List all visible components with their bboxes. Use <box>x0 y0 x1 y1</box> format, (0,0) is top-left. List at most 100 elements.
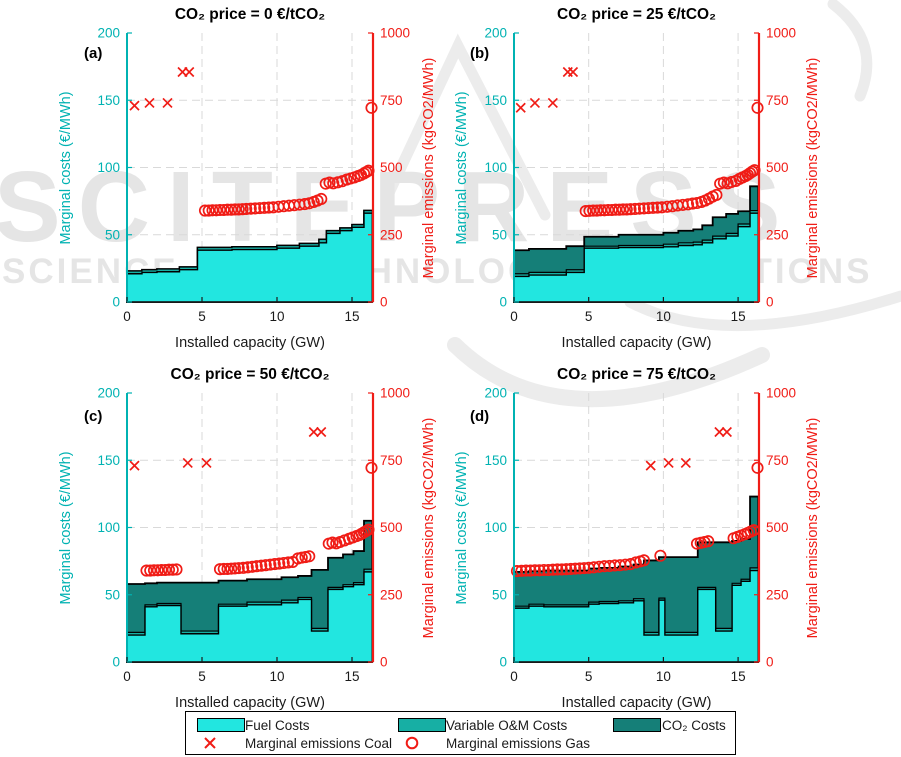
right-y-tick-label: 250 <box>380 587 403 602</box>
stacked-cost-areas <box>513 495 760 663</box>
left-y-axis-label: Marginal costs (€/MWh) <box>454 451 470 604</box>
background-swoosh <box>827 0 873 102</box>
left-y-tick-label: 100 <box>97 160 120 175</box>
left-y-tick-label: 50 <box>105 587 120 602</box>
x-tick-label: 5 <box>585 669 593 684</box>
x-axis-label: Installed capacity (GW) <box>562 695 712 711</box>
co2-costs-swatch <box>613 718 661 732</box>
right-y-tick-label: 250 <box>766 227 789 242</box>
x-tick-label: 10 <box>269 309 284 324</box>
coal-marker-icon <box>202 735 218 751</box>
legend-label-gas: Marginal emissions Gas <box>446 735 591 751</box>
left-y-tick-label: 100 <box>484 520 507 535</box>
panel-label: (a) <box>84 45 102 62</box>
gas-emission-markers <box>140 461 378 577</box>
right-y-tick-label: 500 <box>380 520 403 535</box>
left-y-tick-label: 50 <box>492 587 507 602</box>
right-y-axis-label: Marginal emissions (kgCO2/MWh) <box>421 418 437 639</box>
gas-emission-markers <box>510 461 764 578</box>
right-y-tick-label: 750 <box>380 453 403 468</box>
right-y-tick-label: 0 <box>380 655 388 670</box>
x-axis-label: Installed capacity (GW) <box>562 335 712 351</box>
left-y-tick-label: 50 <box>105 227 120 242</box>
left-y-tick-label: 150 <box>484 93 507 108</box>
panel-label: (b) <box>470 45 489 62</box>
right-y-axis-label: Marginal emissions (kgCO2/MWh) <box>805 58 821 279</box>
right-y-axis-label: Marginal emissions (kgCO2/MWh) <box>421 58 437 279</box>
right-y-tick-label: 500 <box>766 520 789 535</box>
background-swoosh <box>624 290 901 332</box>
left-y-tick-label: 150 <box>97 93 120 108</box>
left-y-tick-label: 200 <box>484 386 507 401</box>
left-y-tick-label: 200 <box>484 26 507 41</box>
panel-label: (d) <box>470 408 489 425</box>
background-swoosh <box>382 33 551 221</box>
legend-box: Fuel Costs Variable O&M Costs CO₂ Costs … <box>185 711 736 755</box>
left-y-tick-label: 0 <box>112 655 120 670</box>
x-axis-label: Installed capacity (GW) <box>175 695 325 711</box>
fuel-costs-area <box>126 212 373 303</box>
left-y-tick-label: 100 <box>484 160 507 175</box>
right-y-tick-label: 0 <box>380 295 388 310</box>
x-tick-label: 15 <box>344 309 359 324</box>
x-tick-label: 15 <box>731 669 746 684</box>
right-y-tick-label: 250 <box>766 587 789 602</box>
left-y-tick-label: 0 <box>499 295 507 310</box>
right-y-tick-label: 500 <box>766 160 789 175</box>
subplot-title: CO₂ price = 75 €/tCO₂ <box>557 366 716 383</box>
left-y-tick-label: 0 <box>112 295 120 310</box>
x-tick-label: 10 <box>656 669 671 684</box>
right-y-tick-label: 0 <box>766 295 774 310</box>
left-y-axis-label: Marginal costs (€/MWh) <box>454 91 470 244</box>
stacked-cost-areas <box>513 185 760 303</box>
legend-label-om-costs: Variable O&M Costs <box>446 717 568 733</box>
right-y-tick-label: 1000 <box>380 26 410 41</box>
legend-label-coal: Marginal emissions Coal <box>245 735 393 751</box>
coal-emission-markers <box>129 426 327 471</box>
legend-label-fuel-costs: Fuel Costs <box>245 717 310 733</box>
right-y-tick-label: 500 <box>380 160 403 175</box>
x-axis-label: Installed capacity (GW) <box>175 335 325 351</box>
subplot-title: CO₂ price = 0 €/tCO₂ <box>175 6 325 23</box>
legend-label-co2-costs: CO₂ Costs <box>662 717 726 733</box>
left-y-tick-label: 200 <box>97 26 120 41</box>
left-y-tick-label: 150 <box>484 453 507 468</box>
subplot-title: CO₂ price = 25 €/tCO₂ <box>557 6 716 23</box>
coal-emission-markers <box>645 426 732 471</box>
left-y-tick-label: 100 <box>97 520 120 535</box>
x-tick-label: 15 <box>344 669 359 684</box>
x-tick-label: 5 <box>198 669 206 684</box>
left-y-tick-label: 0 <box>499 655 507 670</box>
fuel-costs-area <box>513 569 759 663</box>
right-y-tick-label: 750 <box>766 93 789 108</box>
fuel-costs-area <box>513 212 759 303</box>
fuel-costs-area <box>126 571 373 663</box>
x-tick-label: 5 <box>585 309 593 324</box>
stacked-cost-areas <box>126 209 374 303</box>
right-y-tick-label: 0 <box>766 655 774 670</box>
left-y-tick-label: 50 <box>492 227 507 242</box>
x-tick-label: 5 <box>198 309 206 324</box>
x-tick-label: 10 <box>269 669 284 684</box>
left-y-axis-label: Marginal costs (€/MWh) <box>58 91 74 244</box>
x-tick-label: 10 <box>656 309 671 324</box>
left-y-tick-label: 150 <box>97 453 120 468</box>
gas-emission-markers <box>579 101 764 218</box>
gas-marker-icon <box>404 735 420 751</box>
variable-om-costs-swatch <box>398 718 446 732</box>
right-y-axis-label: Marginal emissions (kgCO2/MWh) <box>805 418 821 639</box>
right-y-tick-label: 250 <box>380 227 403 242</box>
legend-item-co2-costs <box>613 717 661 733</box>
gas-emission-markers <box>198 101 378 217</box>
left-y-tick-label: 200 <box>97 386 120 401</box>
